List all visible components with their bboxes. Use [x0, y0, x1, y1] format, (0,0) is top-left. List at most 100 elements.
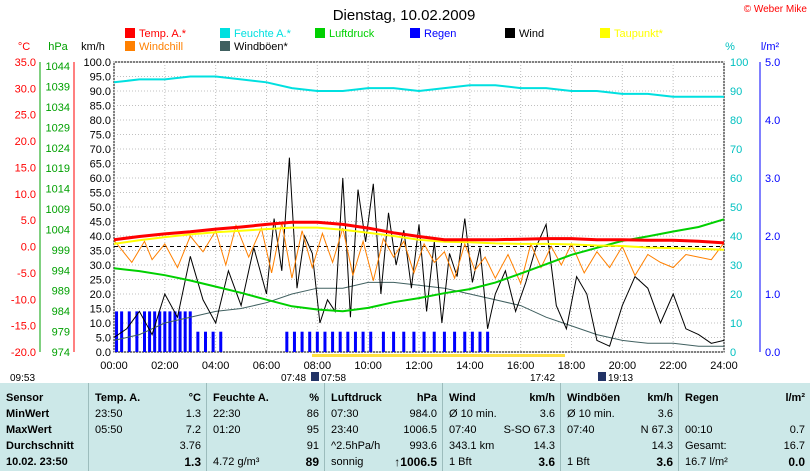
- stat-sub-value: 16.7 l/m²: [685, 456, 728, 468]
- stat-sub-value: Gesamt:: [685, 440, 727, 452]
- legend-swatch-7: [220, 41, 230, 51]
- stat-value: ↑1006.5: [394, 455, 437, 469]
- pct-tick: 80: [730, 115, 742, 127]
- legend-swatch-0: [125, 28, 135, 38]
- legend-swatch-6: [125, 41, 135, 51]
- rain-bar: [486, 331, 490, 352]
- stat-sub-value: 1 Bft: [449, 456, 472, 468]
- stat-value: 1.3: [184, 455, 201, 469]
- rain-bar: [402, 331, 406, 352]
- pct-tick: 50: [730, 202, 742, 214]
- stat-value: 3.6: [538, 455, 555, 469]
- rain-bar: [292, 331, 296, 352]
- hpa-tick: 1014: [46, 184, 70, 196]
- temp-axis-unit: °C: [18, 41, 30, 53]
- pct-tick: 60: [730, 173, 742, 185]
- rain-bar: [196, 331, 200, 352]
- time-tick: 02:00: [151, 360, 179, 372]
- time-tick: 22:00: [659, 360, 687, 372]
- rain-bar: [422, 331, 426, 352]
- time-tick: 10:00: [354, 360, 382, 372]
- stat-unit: %: [309, 392, 319, 404]
- time-tick: 12:00: [405, 360, 433, 372]
- dewpoint-line: [113, 226, 725, 251]
- kmh-tick: 25.0: [90, 275, 111, 287]
- row-label-current: 10.02. 23:50: [6, 456, 68, 468]
- stat-column-wind: Wind km/h Ø 10 min. 3.6 07:40 S-SO 67.3 343.1 …: [442, 383, 561, 471]
- stat-value: 14.3: [533, 440, 555, 452]
- stat-value: 993.6: [409, 440, 437, 452]
- chart-legend: Temp. A.* Feuchte A.* Luftdruck Regen Wind Ta…: [125, 28, 664, 53]
- time-tick: 16:00: [507, 360, 535, 372]
- legend-swatch-5: [600, 28, 610, 38]
- rain-bar: [361, 331, 365, 352]
- stat-value: 86: [306, 408, 319, 420]
- rain-bar: [300, 331, 304, 352]
- sunset-label: 17:42: [530, 373, 555, 383]
- hpa-axis-unit: hPa: [48, 41, 68, 53]
- stat-value: S-SO 67.3: [503, 424, 555, 436]
- rain-bar: [115, 311, 119, 352]
- stat-value: 3.76: [179, 440, 201, 452]
- time-tick: 06:00: [253, 360, 281, 372]
- rain-bar: [219, 331, 223, 352]
- stat-column-boeen: Windböen km/h Ø 10 min. 3.6 07:40 N 67.3 14.3 1…: [560, 383, 679, 471]
- stat-sub-value: 07:40: [449, 424, 477, 436]
- kmh-tick: 65.0: [90, 159, 111, 171]
- legend-label-2: Luftdruck: [329, 28, 375, 40]
- stat-value: 95: [306, 424, 319, 436]
- rain-bar: [183, 311, 187, 352]
- hpa-tick: 1024: [46, 143, 70, 155]
- rain-bar: [353, 331, 357, 352]
- legend-label-6: Windchill: [139, 41, 183, 53]
- rain-bar: [148, 311, 152, 352]
- pct-tick: 40: [730, 231, 742, 243]
- legend-swatch-1: [220, 28, 230, 38]
- stat-sub-value: Ø 10 min.: [567, 408, 615, 420]
- stat-value: 89: [305, 455, 319, 469]
- temp-tick: -15.0: [11, 321, 36, 333]
- time-tick: 18:00: [558, 360, 586, 372]
- stat-unit: l/m²: [785, 392, 805, 404]
- temperature-line: [113, 220, 725, 245]
- moonrise-label: 19:13: [608, 373, 633, 383]
- hpa-tick: 1039: [46, 82, 70, 94]
- kmh-tick: 55.0: [90, 188, 111, 200]
- rain-bar: [204, 331, 207, 352]
- rain-bar: [412, 331, 416, 352]
- stat-value: 0.7: [789, 424, 805, 436]
- pct-tick: 20: [730, 289, 742, 301]
- row-label-avg: Durchschnitt: [6, 440, 74, 452]
- rain-tick: 5.0: [765, 57, 780, 69]
- legend-swatch-3: [410, 28, 420, 38]
- temp-tick: 20.0: [15, 136, 36, 148]
- time-tick: 00:00: [100, 360, 128, 372]
- stat-sub-value: 1 Bft: [567, 456, 590, 468]
- rain-bar: [143, 311, 146, 352]
- kmh-tick: 80.0: [90, 115, 111, 127]
- temp-tick: 30.0: [15, 83, 36, 95]
- stat-sub-value: 343.1 km: [449, 440, 495, 452]
- stat-sub-value: 00:10: [685, 424, 713, 436]
- rain-bar: [178, 311, 182, 352]
- rain-bar: [478, 331, 482, 352]
- kmh-tick: 10.0: [90, 318, 111, 330]
- kmh-tick: 15.0: [90, 304, 111, 316]
- kmh-tick: 50.0: [90, 202, 111, 214]
- stat-sub-value: 22:30: [213, 408, 241, 420]
- rain-bar: [442, 331, 446, 352]
- stat-value: 3.6: [656, 455, 673, 469]
- temp-tick: -10.0: [11, 294, 36, 306]
- rain-bar: [338, 331, 342, 352]
- stat-sub-value: 07:40: [567, 424, 595, 436]
- stat-header: Luftdruck: [331, 392, 382, 404]
- hpa-tick: 994: [52, 265, 70, 277]
- time-tick: 20:00: [609, 360, 637, 372]
- rain-tick: 0.0: [765, 347, 780, 359]
- legend-label-3: Regen: [424, 28, 456, 40]
- rain-bar: [168, 311, 172, 352]
- stat-value: 0.0: [788, 455, 805, 469]
- pct-tick: 100: [730, 57, 748, 69]
- wind-line: [113, 157, 725, 347]
- axis-unit-labels: °C hPa km/h % l/m²: [18, 41, 780, 53]
